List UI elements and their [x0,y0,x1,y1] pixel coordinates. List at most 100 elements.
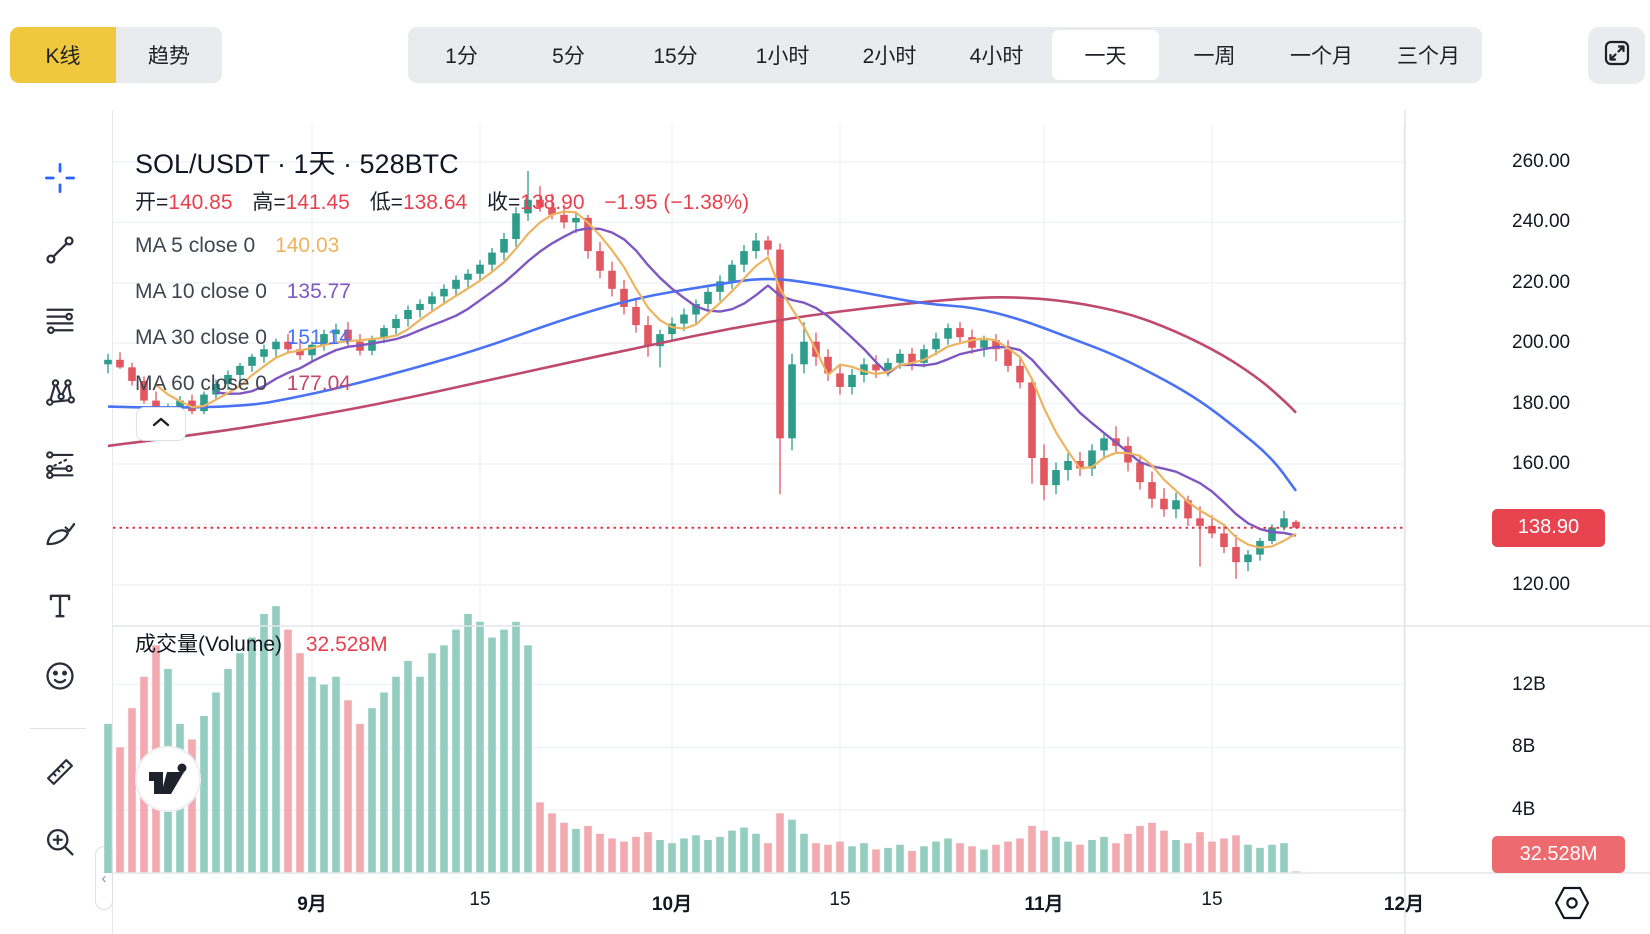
volume-bar [980,849,988,873]
volume-bar [1196,832,1204,873]
close-label: 收= [487,191,521,214]
price-axis-label: 220.00 [1512,271,1571,293]
zoom-in-icon[interactable] [36,818,84,866]
volume-bar [944,838,952,873]
candle-body [896,353,904,363]
open-value: 140.85 [168,191,233,214]
timeframe-5m[interactable]: 5分 [552,45,585,68]
price-axis-label: 120.00 [1512,573,1571,595]
volume-bar [812,843,820,873]
volume-bar [200,716,208,873]
candle-body [740,251,748,265]
volume-bar [1064,841,1072,873]
time-axis-label: 10月 [651,894,693,915]
legend-collapse-button[interactable] [136,407,186,441]
volume-bar [848,846,856,873]
fullscreen-button[interactable] [1588,27,1645,84]
tab-trend[interactable]: 趋势 [116,27,222,83]
chart-plot-area[interactable] [0,96,1650,934]
candle-body [1196,518,1204,526]
volume-bar [476,621,484,873]
candle-body [1172,500,1180,510]
candle-body [1076,460,1084,469]
volume-bar [728,830,736,873]
brush-icon[interactable] [36,512,84,560]
candle-body [140,380,148,401]
candle-body [656,334,664,347]
candle-body [440,288,448,297]
tab-kline[interactable]: K线 [10,27,116,83]
volume-bar [212,692,220,873]
ma30-label: MA 30 close 0 [135,326,267,349]
parallel-channel-icon[interactable] [36,440,84,488]
volume-bar [1004,841,1012,873]
volume-bar [680,838,688,873]
timeframe-15m[interactable]: 15分 [653,45,698,68]
fib-retracement-icon[interactable] [36,296,84,344]
timeframe-1w[interactable]: 一周 [1193,45,1236,68]
candle-body [1292,521,1300,528]
candle-body [176,400,184,409]
volume-bar [1160,830,1168,873]
candle-body [884,362,892,371]
price-axis-label: 160.00 [1512,453,1571,474]
candle-body [392,319,400,329]
candle-body [380,328,388,339]
candle-body [524,199,532,214]
time-axis-label: 12月 [1383,894,1425,915]
text-tool-icon[interactable] [36,582,84,630]
candle-body [1040,457,1048,486]
volume-bar [1244,844,1252,873]
ma10-value: 135.77 [286,280,351,303]
ruler-icon[interactable] [36,748,84,796]
timeframe-1mo[interactable]: 一个月 [1290,45,1353,68]
candle-body [1160,498,1168,510]
volume-bar [1100,836,1108,873]
candle-body [848,374,856,387]
candle-body [188,400,196,412]
candle-body [428,296,436,304]
top-bar: K线 趋势 1分 5分 15分 1小时 2小时 4小时 一天 一周 一个月 三个… [0,0,1650,96]
volume-bar [464,613,472,873]
timeframe-1d[interactable]: 一天 [1052,30,1159,80]
candle-body [1208,525,1216,534]
volume-bar [368,708,376,873]
volume-bar [536,802,544,873]
ma5-label: MA 5 close 0 [135,234,256,257]
volume-bar [692,835,700,873]
candle-body [260,349,268,357]
timeframe-2h[interactable]: 2小时 [862,45,917,68]
candle-body [560,214,568,223]
volume-bar [632,836,640,873]
emoji-icon[interactable] [36,652,84,700]
candle-body [320,334,328,345]
volume-bar [908,851,916,873]
candle-body [824,356,832,374]
volume-bar [1076,844,1084,873]
crosshair-icon[interactable] [36,154,84,202]
candle-body [596,251,604,271]
candle-body [752,240,760,252]
candle-body [1148,482,1156,499]
volume-axis-label: 12B [1512,673,1546,695]
timeframe-1m[interactable]: 1分 [445,45,478,68]
volume-bar [620,841,628,873]
volume-bar [992,844,1000,873]
candle-body [692,303,700,315]
timeframe-1h[interactable]: 1小时 [755,45,810,68]
trend-line-icon[interactable] [36,226,84,274]
tradingview-logo[interactable] [135,746,201,812]
candle-body [764,240,772,250]
xabcd-pattern-icon[interactable] [36,368,84,416]
volume-bar [644,832,652,873]
candle-body [1100,438,1108,451]
ma30-line [107,277,1298,492]
timeframe-4h[interactable]: 4小时 [969,45,1024,68]
volume-bar [260,613,268,873]
ma10-label: MA 10 close 0 [135,280,267,303]
timeframe-3mo[interactable]: 三个月 [1397,45,1460,68]
volume-bar [1280,843,1288,873]
settings-hexagon-icon[interactable] [1552,884,1592,922]
